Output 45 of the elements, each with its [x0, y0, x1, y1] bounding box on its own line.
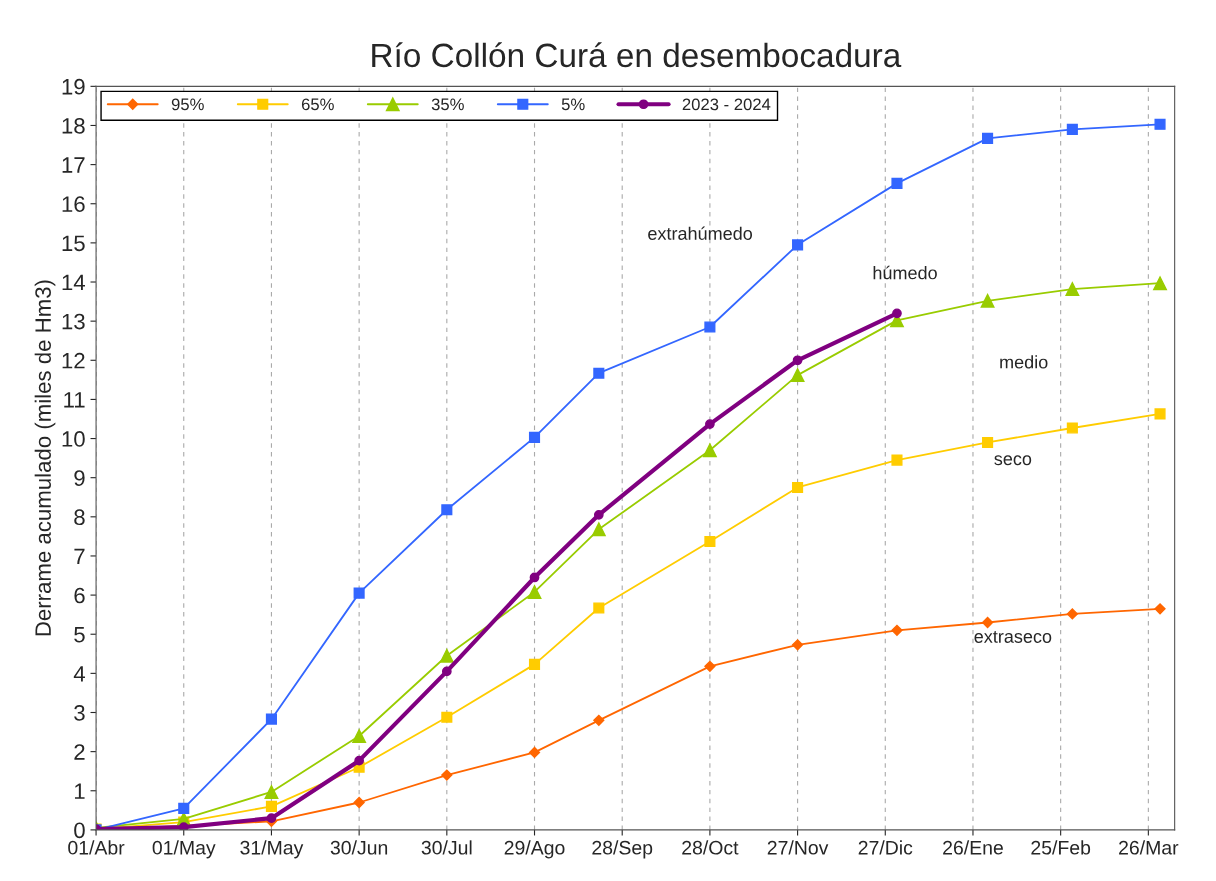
- legend-label: 2023 - 2024: [682, 98, 771, 111]
- x-tick-label: 29/Ago: [504, 840, 565, 859]
- x-tick-label: 28/Sep: [592, 840, 653, 859]
- x-tick-label: 27/Nov: [767, 840, 829, 855]
- y-tick-label: 15: [62, 235, 85, 252]
- y-tick-label: 6: [74, 587, 85, 604]
- x-tick-label: 01/May: [152, 840, 216, 859]
- y-tick-label: 17: [62, 157, 85, 173]
- legend-label: 5%: [561, 98, 585, 111]
- x-tick-label: 26/Mar: [1119, 840, 1179, 855]
- y-tick-label: 18: [62, 118, 85, 134]
- annotation: seco: [994, 455, 1032, 466]
- x-tick-label: 27/Dic: [858, 840, 913, 855]
- y-tick-label: 9: [74, 470, 85, 486]
- annotation: húmedo: [873, 265, 937, 280]
- annotation: medio: [1000, 355, 1048, 369]
- x-tick-label: 30/Jul: [421, 840, 472, 855]
- y-tick-label: 16: [62, 196, 85, 213]
- annotation: extraseco: [974, 631, 1052, 643]
- y-tick-label: 5: [74, 626, 85, 643]
- y-tick-label: 13: [62, 313, 85, 330]
- y-tick-label: 11: [64, 392, 85, 408]
- x-tick-label: 28/Oct: [682, 840, 739, 855]
- y-tick-label: 12: [62, 352, 85, 369]
- legend-label: 35%: [431, 98, 464, 111]
- x-tick-label: 31/May: [240, 840, 304, 859]
- y-tick-label: 2: [74, 744, 85, 760]
- legend-label: 65%: [301, 98, 334, 111]
- y-tick-label: 4: [73, 666, 85, 682]
- annotation: extrahúmedo: [648, 226, 753, 240]
- x-tick-label: 30/Jun: [330, 840, 388, 855]
- y-tick-label: 0: [74, 822, 85, 839]
- y-tick-label: 8: [74, 509, 85, 526]
- legend-label: 95%: [171, 98, 204, 111]
- y-axis-title: Derrame acumulado (miles de Hm3): [34, 280, 56, 636]
- chart-title: Río Collón Curá en desembocadura: [372, 42, 902, 68]
- y-tick-label: 3: [74, 705, 85, 721]
- x-tick-label: 26/Ene: [943, 840, 1003, 855]
- y-tick-label: 14: [62, 274, 85, 291]
- y-tick-label: 7: [74, 548, 85, 565]
- y-tick-label: 10: [62, 431, 85, 447]
- x-tick-label: 25/Feb: [1031, 840, 1091, 855]
- x-tick-label: 01/Abr: [68, 840, 125, 855]
- y-tick-label: 1: [74, 783, 85, 799]
- y-tick-label: 19: [62, 78, 85, 95]
